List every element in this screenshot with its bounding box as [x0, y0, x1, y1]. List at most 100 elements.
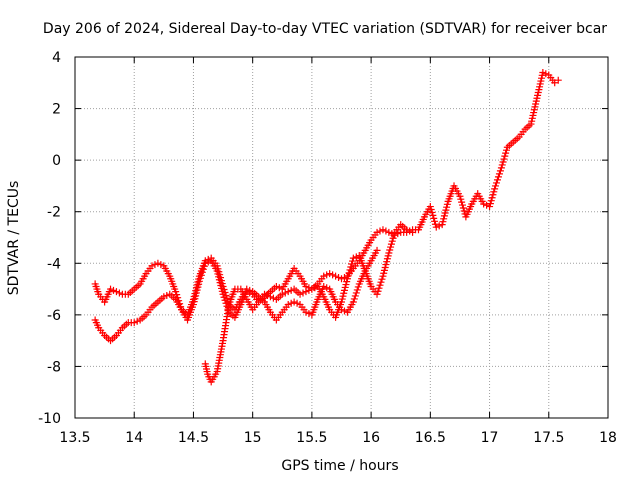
- data-point: [352, 289, 360, 297]
- data-point: [347, 263, 355, 271]
- data-point: [115, 289, 123, 297]
- data-point: [379, 226, 387, 234]
- y-tick-label: 0: [52, 153, 61, 169]
- data-point: [498, 161, 506, 169]
- data-point: [243, 285, 251, 293]
- data-point: [154, 259, 162, 267]
- data-point: [497, 164, 505, 172]
- x-tick-label: 15: [244, 430, 262, 446]
- data-point: [406, 227, 414, 235]
- data-point: [151, 261, 159, 269]
- x-tick-label: 16.5: [415, 430, 446, 446]
- data-point: [216, 271, 224, 279]
- data-point: [349, 254, 357, 262]
- data-point: [456, 192, 464, 200]
- data-point: [214, 265, 222, 273]
- data-point: [373, 290, 381, 298]
- data-point: [486, 200, 494, 208]
- data-point: [107, 285, 115, 293]
- data-point: [388, 237, 396, 245]
- x-tick-label: 14.5: [178, 430, 209, 446]
- data-point: [329, 271, 337, 279]
- data-point: [432, 223, 440, 231]
- x-tick-label: 15.5: [296, 430, 327, 446]
- data-point: [390, 231, 398, 239]
- data-point: [459, 204, 467, 212]
- data-point: [387, 243, 395, 251]
- data-point: [246, 286, 254, 294]
- data-point: [494, 173, 502, 181]
- data-point: [320, 272, 328, 280]
- data-point: [173, 291, 181, 299]
- data-point: [487, 197, 495, 205]
- data-point: [112, 288, 120, 296]
- data-point: [172, 288, 180, 296]
- data-point: [499, 158, 507, 166]
- data-point: [218, 280, 226, 288]
- data-point: [385, 249, 393, 257]
- data-point: [488, 194, 496, 202]
- series-track-1: [91, 68, 562, 324]
- data-point: [204, 255, 212, 263]
- data-point: [222, 292, 230, 300]
- data-point: [223, 295, 231, 303]
- data-point: [284, 301, 292, 309]
- data-point: [263, 292, 271, 300]
- data-point: [350, 295, 358, 303]
- data-point: [387, 240, 395, 248]
- series-layer: [91, 68, 562, 386]
- data-point: [160, 293, 168, 301]
- data-point: [496, 167, 504, 175]
- plot-frame: [74, 56, 609, 419]
- data-point: [323, 284, 331, 292]
- data-point: [344, 272, 352, 280]
- data-point: [458, 198, 466, 206]
- data-point: [261, 290, 269, 298]
- y-axis-label: SDTVAR / TECUs: [6, 181, 22, 296]
- y-tick-label: -4: [47, 256, 61, 272]
- data-point: [490, 188, 498, 196]
- data-point: [373, 228, 381, 236]
- data-point: [157, 261, 165, 269]
- data-point: [320, 282, 328, 290]
- series-track-2: [91, 246, 381, 345]
- data-point: [431, 220, 439, 228]
- data-point: [278, 290, 286, 298]
- data-point: [480, 200, 488, 208]
- data-point: [542, 70, 550, 78]
- y-tick-label: 4: [52, 50, 61, 66]
- data-point: [375, 284, 383, 292]
- data-point: [338, 275, 345, 283]
- data-point: [539, 68, 547, 76]
- data-point: [426, 203, 434, 211]
- data-point: [272, 282, 280, 290]
- data-point: [428, 208, 436, 216]
- data-point: [346, 266, 354, 274]
- data-point: [345, 269, 353, 277]
- data-point: [311, 284, 319, 292]
- grid: [75, 57, 608, 418]
- data-point: [483, 201, 491, 209]
- data-point: [389, 234, 397, 242]
- data-point: [373, 246, 381, 254]
- data-point: [489, 191, 497, 199]
- data-point: [299, 289, 307, 297]
- data-point: [354, 283, 362, 291]
- data-point: [495, 170, 503, 178]
- series-track-3: [201, 221, 417, 386]
- data-point: [352, 253, 360, 261]
- data-point: [501, 152, 509, 160]
- data-point: [287, 299, 295, 307]
- data-point: [326, 270, 334, 278]
- data-point: [348, 257, 356, 265]
- data-point: [386, 246, 394, 254]
- x-tick-label: 17: [481, 430, 499, 446]
- data-point: [340, 273, 348, 281]
- data-point: [343, 275, 351, 283]
- data-point: [349, 298, 357, 306]
- data-point: [458, 201, 466, 209]
- data-point: [385, 228, 393, 236]
- data-point: [217, 277, 225, 285]
- data-point: [305, 286, 313, 294]
- data-point: [293, 299, 301, 307]
